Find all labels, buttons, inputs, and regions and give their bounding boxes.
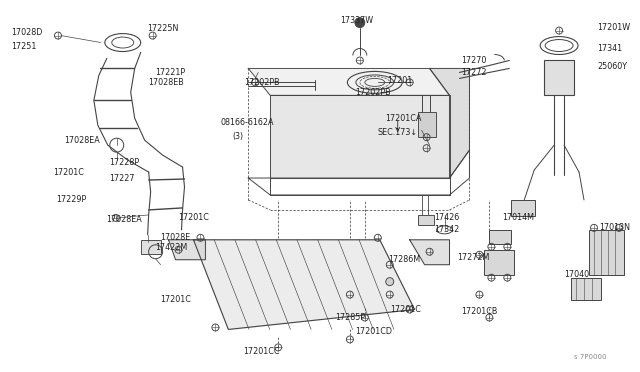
- Bar: [571, 278, 601, 299]
- Bar: [484, 250, 515, 275]
- Text: 17221P: 17221P: [156, 68, 186, 77]
- Text: 17286M: 17286M: [388, 255, 420, 264]
- Text: 17422M: 17422M: [156, 243, 188, 252]
- Bar: [418, 215, 433, 225]
- Text: 17028EB: 17028EB: [148, 78, 184, 87]
- Text: 17201CC: 17201CC: [243, 347, 280, 356]
- Polygon shape: [248, 68, 449, 95]
- Text: 17342: 17342: [435, 225, 460, 234]
- Text: 17201C: 17201C: [53, 167, 84, 177]
- Text: 17202PB: 17202PB: [244, 78, 280, 87]
- Text: 17228P: 17228P: [109, 158, 139, 167]
- Text: 17028D: 17028D: [11, 28, 42, 37]
- Text: 17201: 17201: [387, 76, 412, 85]
- Text: 17201CA: 17201CA: [385, 114, 421, 123]
- Text: 17341: 17341: [597, 44, 622, 53]
- Text: 17201C: 17201C: [390, 305, 420, 314]
- Text: SEC.173↓: SEC.173↓: [378, 128, 418, 137]
- Text: 17028EA: 17028EA: [106, 215, 141, 224]
- Polygon shape: [429, 68, 469, 178]
- Polygon shape: [193, 240, 415, 330]
- Bar: [589, 230, 624, 275]
- Text: 17337W: 17337W: [340, 16, 373, 25]
- Text: 17251: 17251: [11, 42, 36, 51]
- Text: 17013N: 17013N: [599, 223, 630, 232]
- Polygon shape: [270, 95, 449, 178]
- Bar: [418, 112, 436, 137]
- Polygon shape: [410, 240, 449, 265]
- Text: 17227: 17227: [109, 173, 134, 183]
- Text: 17225N: 17225N: [148, 24, 179, 33]
- Text: 17270: 17270: [461, 56, 487, 65]
- Text: 17272: 17272: [461, 68, 487, 77]
- Circle shape: [355, 17, 365, 28]
- Text: 17028E: 17028E: [161, 233, 191, 242]
- Bar: [511, 200, 535, 216]
- Text: 17028EA: 17028EA: [64, 136, 100, 145]
- Bar: [544, 61, 574, 95]
- Text: 17201C: 17201C: [179, 214, 209, 222]
- Text: (3): (3): [232, 132, 243, 141]
- Text: 17201CB: 17201CB: [461, 307, 498, 316]
- Text: 17201CD: 17201CD: [355, 327, 392, 336]
- Text: 17202PB: 17202PB: [355, 88, 390, 97]
- Text: 17040: 17040: [564, 270, 589, 279]
- Text: 17014M: 17014M: [502, 214, 534, 222]
- Text: 08166-6162A: 08166-6162A: [220, 118, 274, 127]
- Text: 17229P: 17229P: [56, 195, 86, 205]
- Circle shape: [386, 278, 394, 286]
- Bar: [141, 240, 161, 254]
- Text: 17285P: 17285P: [335, 313, 365, 322]
- Bar: [490, 230, 511, 244]
- Text: 17201W: 17201W: [597, 23, 630, 32]
- Polygon shape: [168, 240, 205, 260]
- Text: 17426: 17426: [435, 214, 460, 222]
- Text: s 7P0000: s 7P0000: [574, 355, 607, 360]
- Text: 25060Y: 25060Y: [597, 62, 627, 71]
- Text: 17201C: 17201C: [161, 295, 191, 304]
- Text: 17272M: 17272M: [458, 253, 490, 262]
